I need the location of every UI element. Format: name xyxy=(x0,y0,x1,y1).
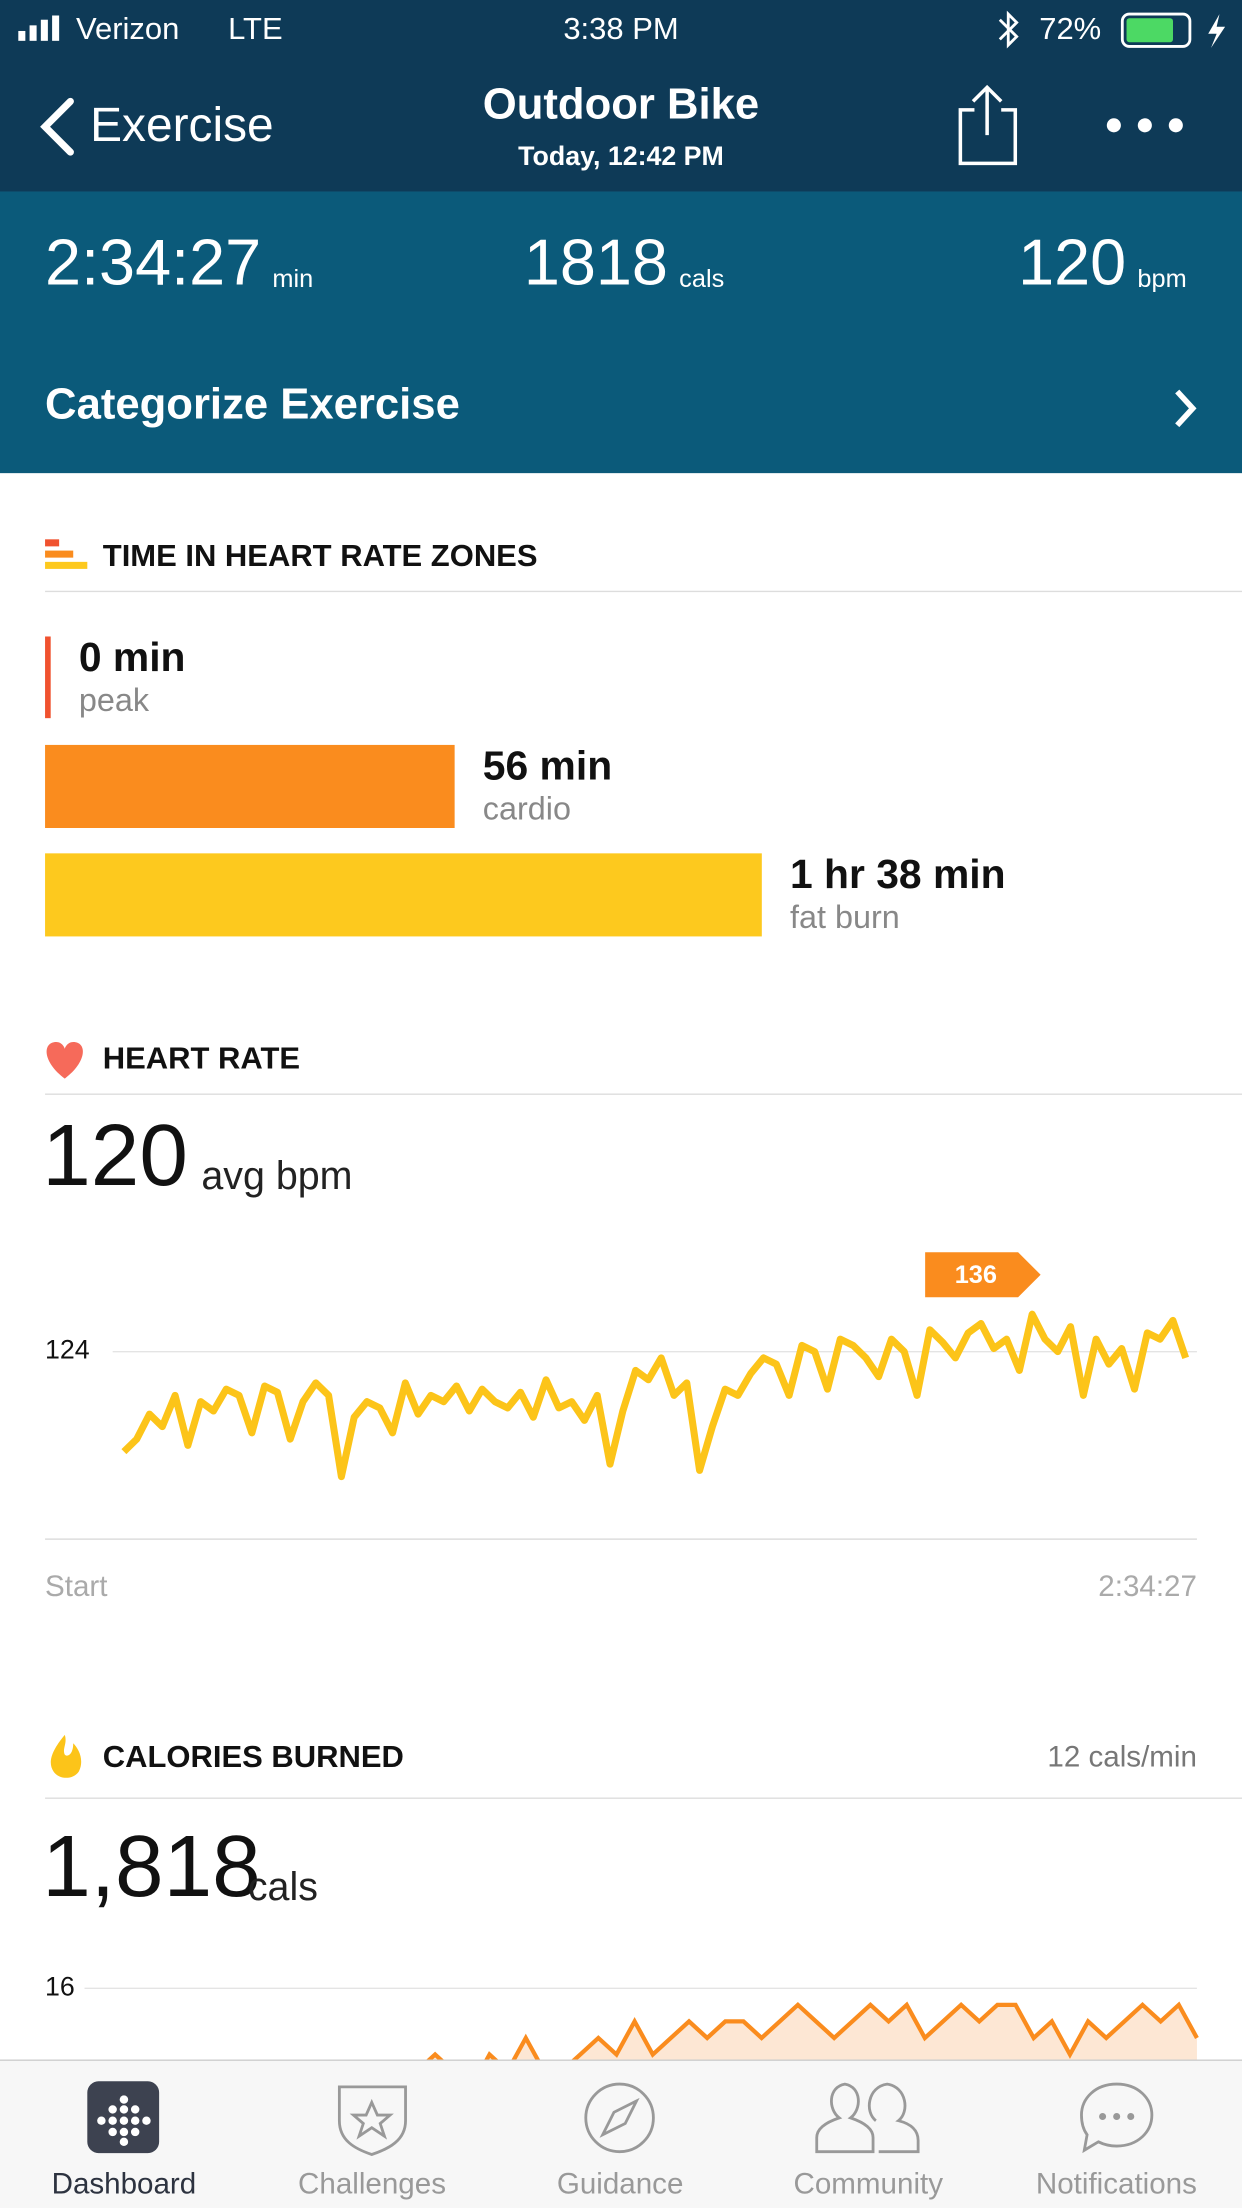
challenges-star xyxy=(349,2098,394,2140)
summary-unit: min xyxy=(272,265,313,293)
y-tick-label: 16 xyxy=(45,1971,75,2001)
summary-unit: cals xyxy=(679,265,724,293)
section-title: HEART RATE xyxy=(103,1041,300,1076)
avg-value: 120 xyxy=(42,1106,188,1204)
cal-rate: 12 cals/min xyxy=(1047,1741,1197,1774)
carrier: Verizon xyxy=(76,11,179,46)
calorie-chart xyxy=(425,2001,1199,2061)
battery-level xyxy=(1126,18,1173,43)
back-chevron[interactable] xyxy=(40,97,74,156)
summary-value: 2:34:27 xyxy=(45,226,261,299)
section-title: TIME IN HEART RATE ZONES xyxy=(103,538,538,573)
nav-subtitle: Today, 12:42 PM xyxy=(518,141,724,171)
back-button[interactable]: Exercise xyxy=(90,99,274,152)
calorie-axis: 16 xyxy=(45,1971,1197,2001)
cal-total: 1,818 xyxy=(42,1817,260,1915)
categorize-chevron[interactable] xyxy=(1175,389,1197,428)
tab-labels: Dashboard Challenges Guidance Community Noti… xyxy=(52,2167,1197,2200)
bluetooth-icon xyxy=(998,10,1019,49)
zone-minutes: 0 min xyxy=(79,634,186,680)
guidance-icon[interactable] xyxy=(584,2082,655,2154)
tab-label[interactable]: Notifications xyxy=(1036,2167,1197,2200)
tab-label[interactable]: Challenges xyxy=(298,2167,446,2200)
summary-value: 120 xyxy=(1018,226,1126,299)
calorie-line xyxy=(425,2001,1199,2061)
zone-minutes: 56 min xyxy=(483,743,612,789)
nav-title: Outdoor Bike xyxy=(483,80,759,129)
summary-bg xyxy=(0,191,1242,474)
zone-bar xyxy=(45,636,51,719)
zone-name: fat burn xyxy=(790,899,900,935)
summary-value: 1818 xyxy=(524,226,668,299)
challenges-icon[interactable] xyxy=(337,2085,407,2156)
heart-rate-line xyxy=(121,1310,1190,1481)
community-icon[interactable] xyxy=(815,2082,875,2154)
zones-icon xyxy=(45,539,88,569)
header-bg xyxy=(0,0,1242,192)
x-label-end: 2:34:27 xyxy=(1098,1570,1197,1603)
zone-name: peak xyxy=(79,682,150,718)
section-title: CALORIES BURNED xyxy=(103,1739,404,1774)
flame-icon xyxy=(50,1734,82,1778)
notifications-icon[interactable] xyxy=(1080,2082,1154,2154)
zone-bar xyxy=(45,744,455,828)
clock: 3:38 PM xyxy=(563,11,678,46)
x-label-start: Start xyxy=(45,1570,107,1603)
signal xyxy=(18,15,60,41)
tab-label[interactable]: Guidance xyxy=(557,2167,684,2200)
summary-unit: bpm xyxy=(1137,265,1186,293)
dashboard-dots xyxy=(97,2095,151,2147)
heart-icon xyxy=(46,1042,83,1079)
tab-label[interactable]: Community xyxy=(794,2167,944,2200)
heart-chart: 124 136 xyxy=(45,1252,1197,1481)
calorie-area xyxy=(428,2004,1197,2061)
notification-dots xyxy=(1099,2112,1135,2120)
peak-callout xyxy=(925,1252,1041,1298)
zone-bar xyxy=(45,853,762,937)
summary: 2:34:27 min 1818 cals 120 bpm xyxy=(45,226,1187,299)
battery-text: 72% xyxy=(1039,11,1101,46)
share-button[interactable] xyxy=(958,84,1018,166)
guidance-needle xyxy=(599,2097,640,2138)
community-icon-2 xyxy=(867,2082,920,2154)
battery-icon xyxy=(1120,12,1192,48)
y-tick-label: 124 xyxy=(45,1335,90,1365)
network: LTE xyxy=(228,11,282,46)
avg-unit: avg bpm xyxy=(201,1154,352,1198)
more-button[interactable] xyxy=(1106,118,1183,133)
charging-icon xyxy=(1208,14,1226,48)
tab-label[interactable]: Dashboard xyxy=(52,2167,197,2200)
categorize-button[interactable]: Categorize Exercise xyxy=(45,379,460,428)
zone-minutes: 1 hr 38 min xyxy=(790,851,1006,897)
zone-name: cardio xyxy=(483,791,571,827)
peak-label: 136 xyxy=(955,1261,997,1289)
cal-unit: cals xyxy=(248,1865,318,1909)
